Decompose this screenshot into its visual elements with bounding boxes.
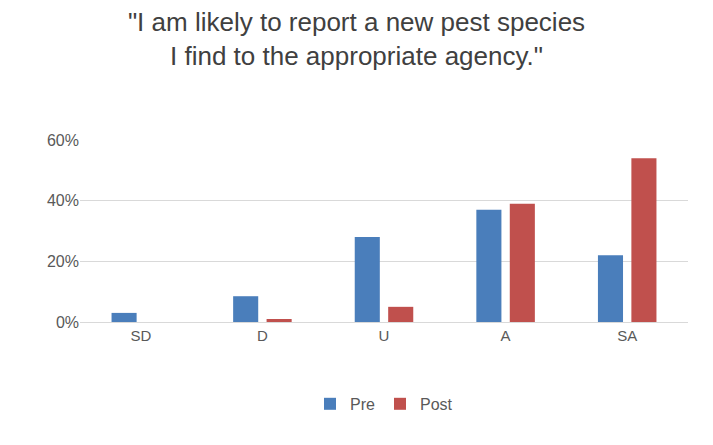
svg-text:Post: Post xyxy=(420,396,453,413)
svg-text:U: U xyxy=(379,327,390,344)
svg-text:SA: SA xyxy=(617,327,637,344)
svg-text:40%: 40% xyxy=(47,192,79,209)
svg-text:0%: 0% xyxy=(56,314,79,331)
svg-text:Pre: Pre xyxy=(350,396,375,413)
svg-text:SD: SD xyxy=(130,327,151,344)
svg-text:D: D xyxy=(257,327,268,344)
svg-text:60%: 60% xyxy=(47,132,79,149)
svg-text:20%: 20% xyxy=(47,253,79,270)
svg-text:"I am likely to report a new p: "I am likely to report a new pest specie… xyxy=(128,7,585,71)
svg-text:A: A xyxy=(501,327,511,344)
